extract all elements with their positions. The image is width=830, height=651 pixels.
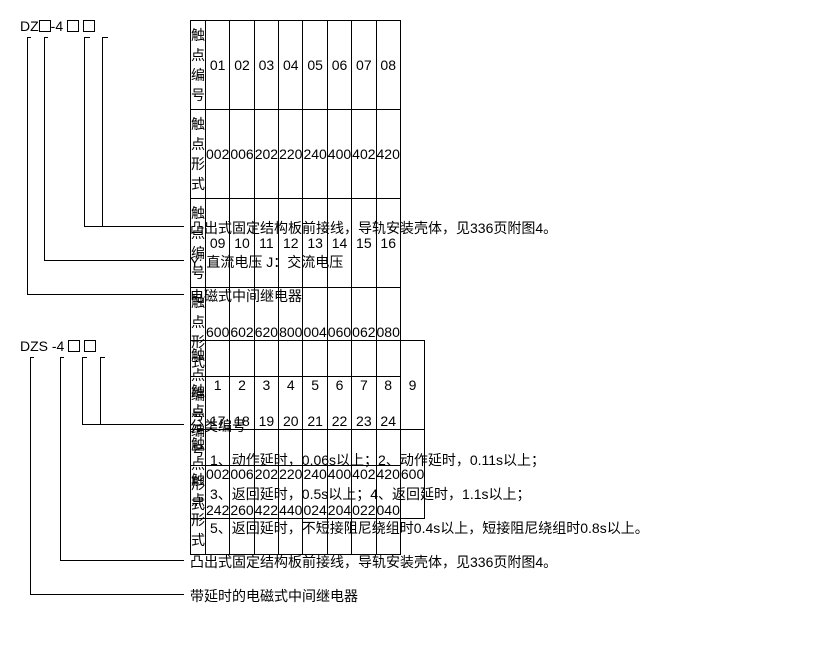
table-cell: 10 (230, 199, 254, 288)
table-cell: 06 (327, 21, 351, 110)
table-cell: 04 (279, 21, 303, 110)
table-cell: 006 (230, 110, 254, 199)
bracket-line (60, 357, 64, 358)
table-cell: 4 (279, 341, 303, 430)
table-cell: 600 (400, 430, 424, 519)
table-cell: 006 (230, 430, 254, 519)
row-header: 触点编号 (191, 199, 206, 288)
table-cell: 12 (279, 199, 303, 288)
bracket-line (100, 357, 101, 424)
bracket-line (44, 37, 45, 260)
table-cell: 400 (327, 430, 351, 519)
table-cell: 220 (279, 430, 303, 519)
bracket-line (60, 560, 184, 561)
bracket-line (27, 37, 31, 38)
table-cell: 402 (352, 430, 376, 519)
table-cell: 13 (303, 199, 327, 288)
table-cell: 16 (376, 199, 400, 288)
placeholder-box (67, 20, 79, 32)
bracket-line (30, 357, 34, 358)
table-cell: 3 (254, 341, 278, 430)
table-cell: 202 (254, 110, 278, 199)
table-cell: 002 (206, 430, 230, 519)
table-cell: 02 (230, 21, 254, 110)
note-dzs-3: 3、返回延时，0.5s以上；4、返回延时，1.1s以上； (210, 484, 531, 504)
bracket-line (82, 424, 100, 425)
table-cell: 220 (279, 110, 303, 199)
bracket-line (60, 357, 61, 560)
code-dz: DZ -4 (20, 18, 95, 34)
table-cell: 07 (352, 21, 376, 110)
table-cell: 01 (206, 21, 230, 110)
bracket-line (27, 37, 28, 294)
table-cell: 400 (327, 110, 351, 199)
code-mid: -4 (51, 18, 63, 34)
bracket-line (84, 226, 102, 227)
table-cell: 8 (376, 341, 400, 430)
table-cell: 6 (327, 341, 351, 430)
note-dz-1: 凸出式固定结构板前接线，导轨安装壳体，见336页附图4。 (190, 218, 557, 238)
table-cell: 5 (303, 341, 327, 430)
table-cell: 11 (254, 199, 278, 288)
note-dzs-6: 带延时的电磁式中间继电器 (190, 586, 358, 606)
table-cell: 420 (376, 110, 400, 199)
note-dzs-1: 分类编号 (190, 416, 246, 436)
bracket-line (82, 357, 83, 424)
table-cell: 15 (352, 199, 376, 288)
bracket-line (102, 37, 103, 226)
code-prefix: DZS (20, 338, 48, 354)
note-dz-2: Y: 直流电压 J：交流电压 (190, 252, 343, 272)
note-dzs-2: 1、动作延时，0.06s以上；2、动作延时，0.11s以上； (210, 450, 545, 470)
table-cell: 240 (303, 110, 327, 199)
bracket-line (102, 226, 184, 227)
table-cell: 05 (303, 21, 327, 110)
note-dzs-4: 5、返回延时，不短接阻尼绕组时0.4s以上，短接阻尼绕组时0.8s以上。 (210, 518, 649, 538)
code-dzs: DZS -4 (20, 338, 96, 354)
row-header: 触点形式 (191, 110, 206, 199)
note-dzs-5: 凸出式固定结构板前接线，导轨安装壳体，见336页附图4。 (190, 552, 557, 572)
table-cell: 420 (376, 430, 400, 519)
table-cell: 09 (206, 199, 230, 288)
table-cell: 9 (400, 341, 424, 430)
table-cell: 7 (352, 341, 376, 430)
row-header: 触点编号 (191, 21, 206, 110)
code-prefix: DZ (20, 18, 39, 34)
row-header: 触点形式 (191, 430, 206, 519)
bracket-line (27, 294, 184, 295)
table-cell: 14 (327, 199, 351, 288)
table-cell: 240 (303, 430, 327, 519)
bracket-line (44, 260, 184, 261)
placeholder-box (84, 340, 96, 352)
table-cell: 03 (254, 21, 278, 110)
table-cell: 002 (206, 110, 230, 199)
bracket-line (84, 37, 85, 226)
placeholder-box (83, 20, 95, 32)
bracket-line (30, 594, 184, 595)
bracket-line (30, 357, 31, 594)
table-cell: 08 (376, 21, 400, 110)
note-dz-3: 电磁式中间继电器 (190, 286, 302, 306)
placeholder-box (68, 340, 80, 352)
table-cell: 402 (352, 110, 376, 199)
code-mid: -4 (52, 338, 64, 354)
table-cell: 202 (254, 430, 278, 519)
bracket-line (100, 424, 184, 425)
placeholder-box (39, 20, 51, 32)
